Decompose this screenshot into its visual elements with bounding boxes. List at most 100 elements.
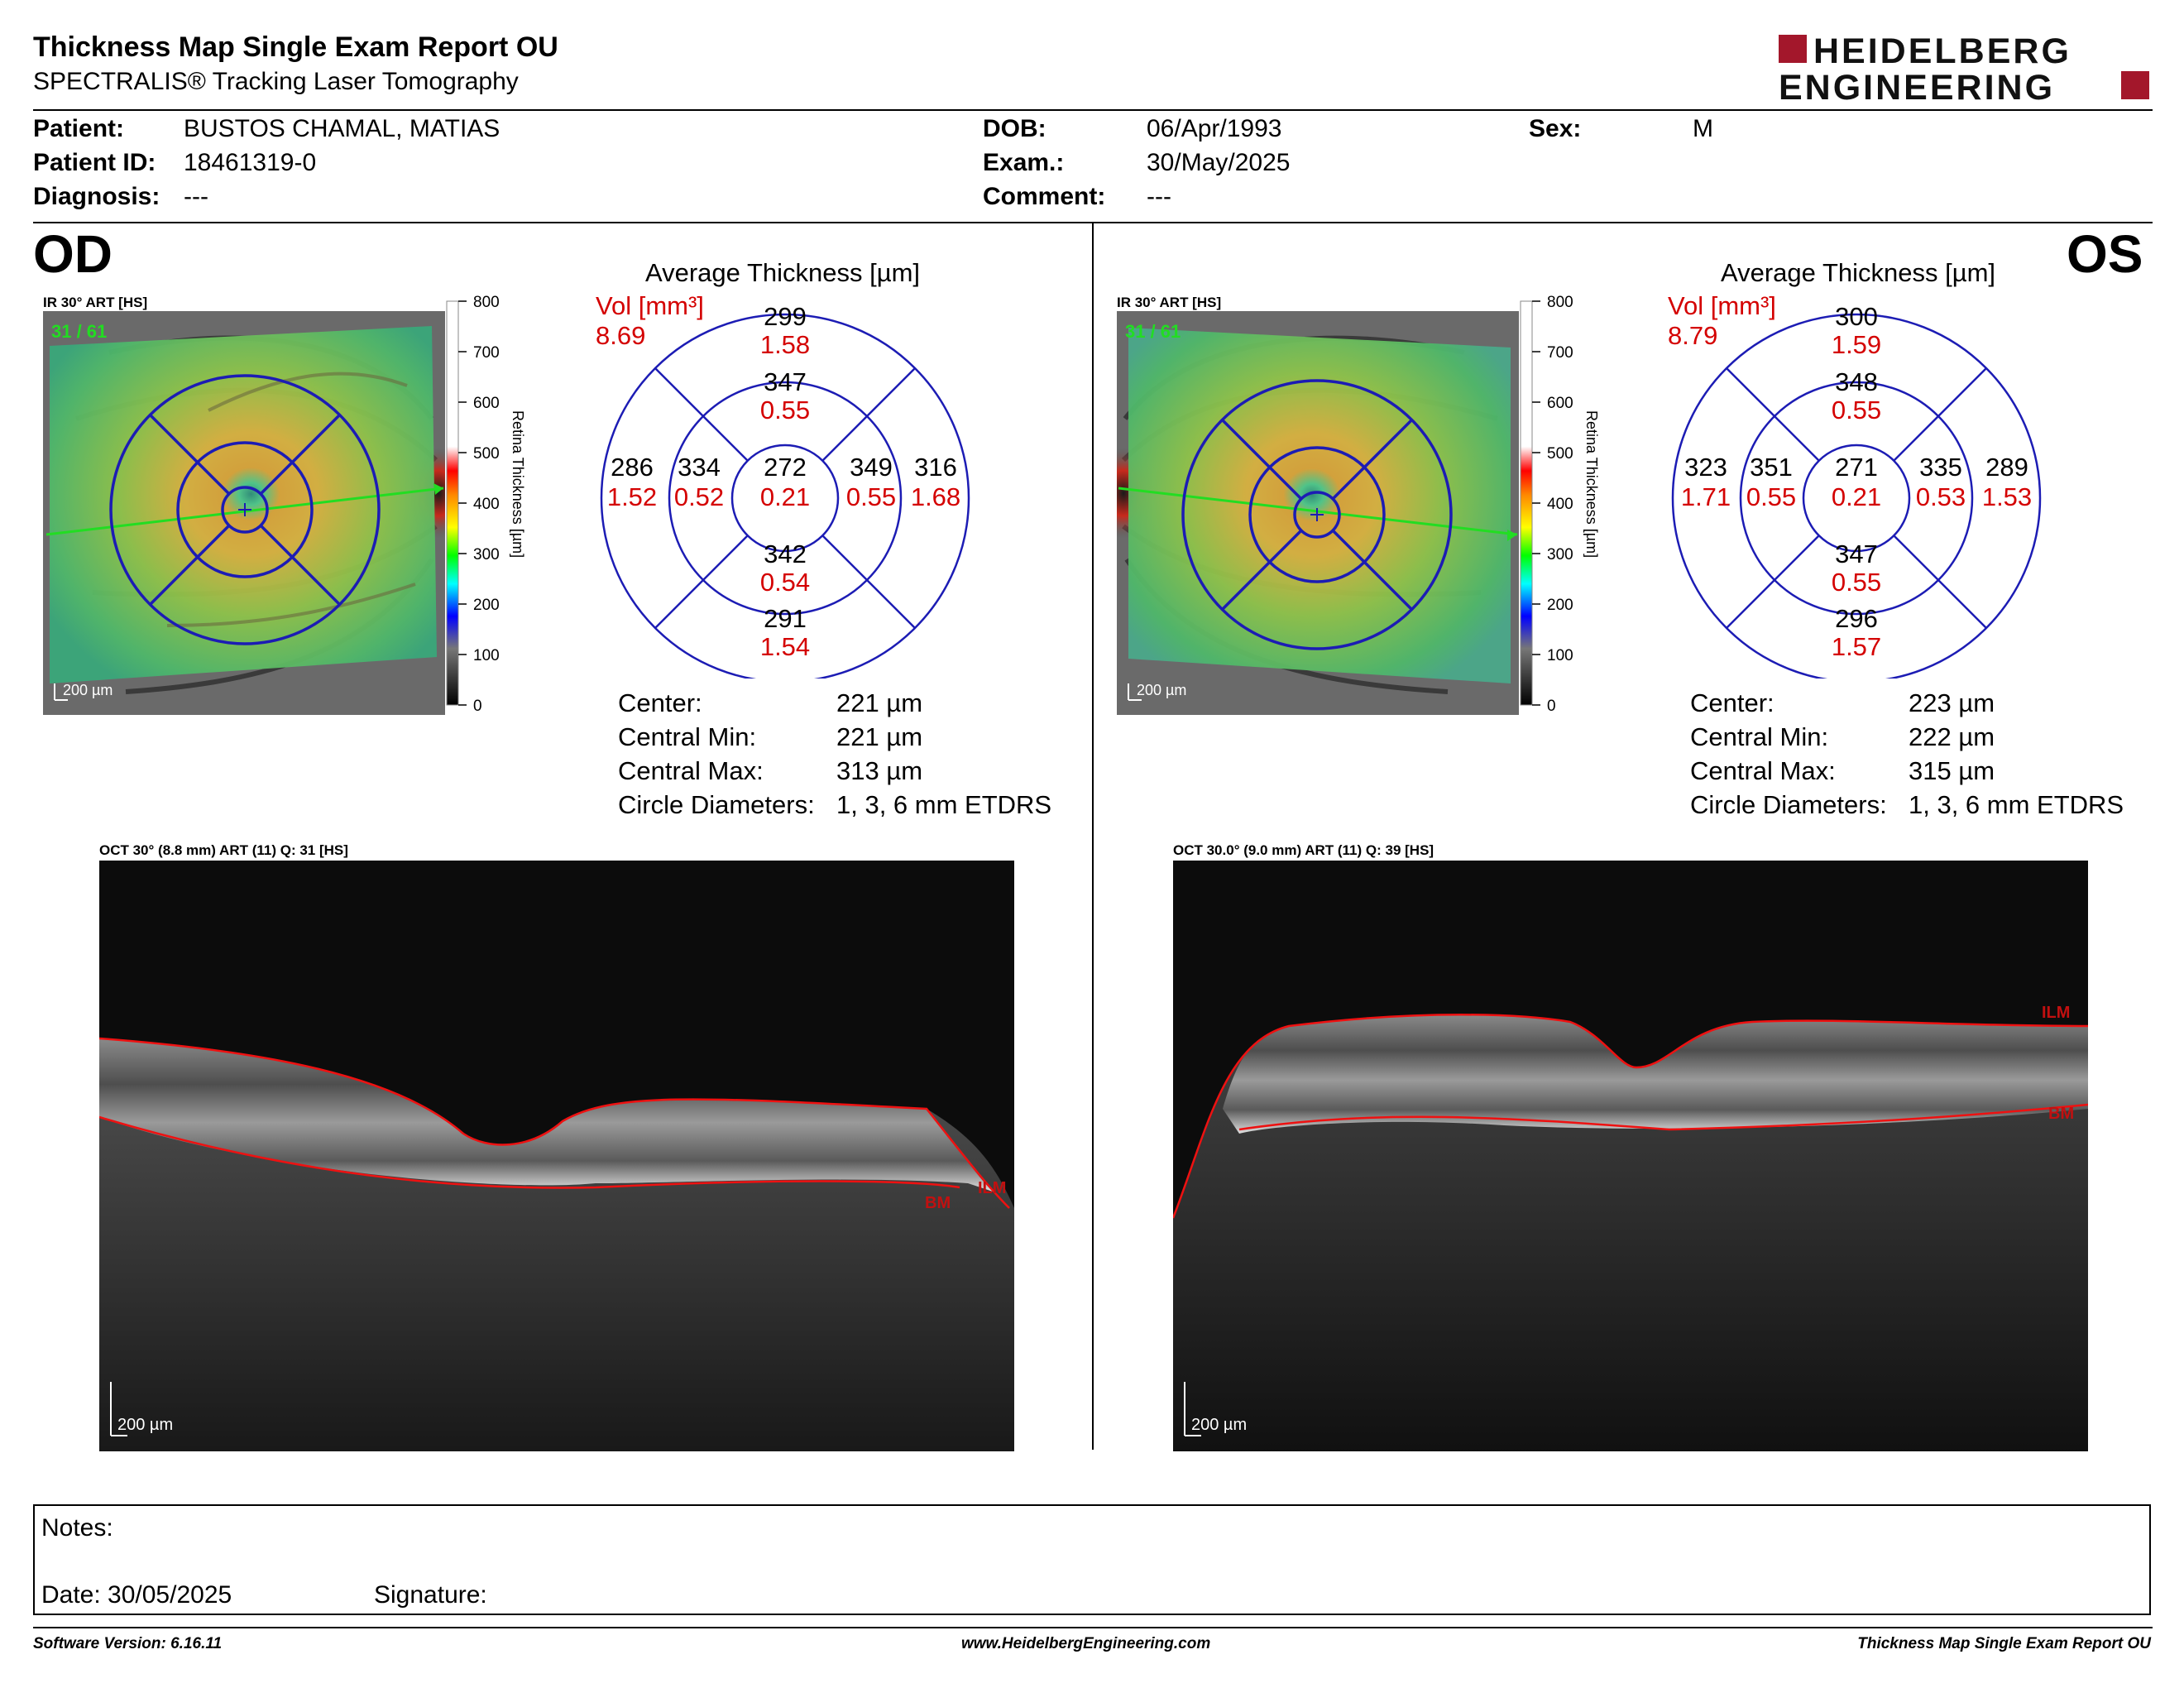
- od-cb-tick-600: 600: [473, 395, 500, 412]
- os-eye-label: OS: [2067, 224, 2143, 284]
- od-scale-bar: 200 µm: [63, 682, 113, 698]
- patient-label: Patient:: [33, 115, 125, 142]
- od-stat-min-value: 221 µm: [836, 722, 923, 751]
- os-scale-bar: 200 µm: [1137, 682, 1186, 698]
- od-outer-inf-t: 291: [764, 604, 807, 633]
- os-cb-tick-500: 500: [1547, 445, 1573, 463]
- od-stat-center-label: Center:: [618, 688, 702, 717]
- od-stat-max-label: Central Max:: [618, 756, 764, 785]
- diagnosis-label: Diagnosis:: [33, 183, 160, 210]
- os-stat-diam-value: 1, 3, 6 mm ETDRS: [1909, 790, 2124, 819]
- os-cb-tick-400: 400: [1547, 496, 1573, 513]
- od-cb-tick-300: 300: [473, 546, 500, 563]
- os-cb-tick-300: 300: [1547, 546, 1573, 563]
- os-inner-right-v: 0.53: [1916, 482, 1966, 511]
- od-inner-left-t: 334: [678, 453, 721, 482]
- od-stat-diam-label: Circle Diameters:: [618, 790, 815, 819]
- os-cb-tick-0: 0: [1547, 698, 1556, 715]
- dob-label: DOB:: [983, 115, 1046, 142]
- os-cb-tick-700: 700: [1547, 344, 1573, 362]
- os-stat-max-value: 315 µm: [1909, 756, 1995, 785]
- od-frames: 31 / 61: [51, 321, 107, 342]
- os-outer-right-v: 1.53: [1982, 482, 2032, 511]
- footer-report-title: Thickness Map Single Exam Report OU: [1857, 1635, 2151, 1652]
- comment-value: ---: [1147, 183, 1171, 210]
- od-outer-left-v: 1.52: [607, 482, 657, 511]
- od-stat-max-value: 313 µm: [836, 756, 923, 785]
- od-bm-label: BM: [925, 1194, 951, 1212]
- website-link[interactable]: www.HeidelbergEngineering.com: [961, 1635, 1211, 1652]
- notes-label: Notes:: [41, 1514, 113, 1542]
- os-outer-sup-t: 300: [1835, 302, 1878, 331]
- os-outer-left-t: 323: [1684, 453, 1727, 482]
- os-outer-inf-t: 296: [1835, 604, 1878, 633]
- od-colorbar: 800 700 600 500 400 300 200 100 0 Retina…: [442, 294, 533, 717]
- od-cb-tick-200: 200: [473, 597, 500, 614]
- od-inner-left-v: 0.52: [674, 482, 724, 511]
- os-oct-scan: ILM BM 200 µm: [1171, 861, 2089, 1451]
- os-outer-right-t: 289: [1985, 453, 2028, 482]
- od-stat-center-value: 221 µm: [836, 688, 923, 717]
- od-stat-diam-value: 1, 3, 6 mm ETDRS: [836, 790, 1052, 819]
- od-eye-label: OD: [33, 224, 113, 284]
- logo-text-2: ENGINEERING: [1779, 68, 2055, 103]
- os-cb-tick-100: 100: [1547, 647, 1573, 664]
- od-colorbar-title: Retina Thickness [µm]: [510, 410, 526, 558]
- od-grid-title: Average Thickness [µm]: [645, 258, 920, 287]
- od-inner-right-t: 349: [850, 453, 893, 482]
- diagnosis-value: ---: [184, 183, 208, 210]
- os-ilm-label: ILM: [2042, 1004, 2070, 1022]
- exam-label: Exam.:: [983, 149, 1065, 176]
- os-colorbar: 800 700 600 500 400 300 200 100 0 Retina…: [1516, 294, 1607, 717]
- os-colorbar-title: Retina Thickness [µm]: [1583, 410, 1600, 558]
- od-outer-left-t: 286: [611, 453, 654, 482]
- notes-box: Notes: Date: 30/05/2025 Signature:: [33, 1504, 2151, 1615]
- od-thickness-grid: Average Thickness [µm] Vol [mm³] 8.69 29…: [579, 248, 1075, 683]
- od-cb-tick-800: 800: [473, 295, 500, 311]
- od-inner-inf-t: 342: [764, 539, 807, 568]
- os-inner-sup-v: 0.55: [1832, 396, 1881, 424]
- od-cb-tick-700: 700: [473, 344, 500, 362]
- os-stat-center-label: Center:: [1690, 688, 1774, 717]
- od-outer-inf-v: 1.54: [760, 632, 810, 661]
- os-outer-left-v: 1.71: [1681, 482, 1731, 511]
- os-outer-inf-v: 1.57: [1832, 632, 1881, 661]
- os-stat-max-label: Central Max:: [1690, 756, 1836, 785]
- od-cb-tick-400: 400: [473, 496, 500, 513]
- os-vol-label: Vol [mm³]: [1668, 291, 1776, 320]
- os-stat-diam-label: Circle Diameters:: [1690, 790, 1887, 819]
- os-outer-sup-v: 1.59: [1832, 330, 1881, 359]
- od-oct-scan: ILM BM 200 µm: [98, 861, 1014, 1451]
- os-center-v: 0.21: [1832, 482, 1881, 511]
- od-cb-tick-100: 100: [473, 647, 500, 664]
- os-inner-right-t: 335: [1919, 453, 1962, 482]
- os-frames: 31 / 61: [1125, 321, 1181, 342]
- os-stat-center-value: 223 µm: [1909, 688, 1995, 717]
- notes-date: Date: 30/05/2025: [41, 1581, 232, 1609]
- logo-text-1: HEIDELBERG: [1813, 31, 2071, 71]
- os-cb-tick-200: 200: [1547, 597, 1573, 614]
- od-outer-right-v: 1.68: [911, 482, 960, 511]
- od-center-v: 0.21: [760, 482, 810, 511]
- patient-id-label: Patient ID:: [33, 149, 156, 176]
- od-vol-value: 8.69: [596, 321, 645, 350]
- sex-value: M: [1693, 115, 1713, 142]
- os-inner-inf-v: 0.55: [1832, 568, 1881, 597]
- heidelberg-logo: HEIDELBERG ENGINEERING: [1779, 31, 2151, 108]
- os-bm-label: BM: [2048, 1105, 2074, 1123]
- od-outer-sup-v: 1.58: [760, 330, 810, 359]
- od-cb-tick-0: 0: [473, 698, 482, 715]
- od-vol-label: Vol [mm³]: [596, 291, 704, 320]
- od-cb-tick-500: 500: [473, 445, 500, 463]
- od-inner-sup-v: 0.55: [760, 396, 810, 424]
- os-oct-label: OCT 30.0° (9.0 mm) ART (11) Q: 39 [HS]: [1173, 842, 1434, 858]
- software-version: Software Version: 6.16.11: [33, 1635, 223, 1652]
- os-inner-inf-t: 347: [1835, 539, 1878, 568]
- od-stat-min-label: Central Min:: [618, 722, 757, 751]
- od-center-t: 272: [764, 453, 807, 482]
- os-inner-sup-t: 348: [1835, 367, 1878, 396]
- comment-label: Comment:: [983, 183, 1106, 210]
- notes-signature: Signature:: [374, 1581, 487, 1609]
- od-inner-sup-t: 347: [764, 367, 807, 396]
- od-ir-label: IR 30° ART [HS]: [43, 295, 148, 310]
